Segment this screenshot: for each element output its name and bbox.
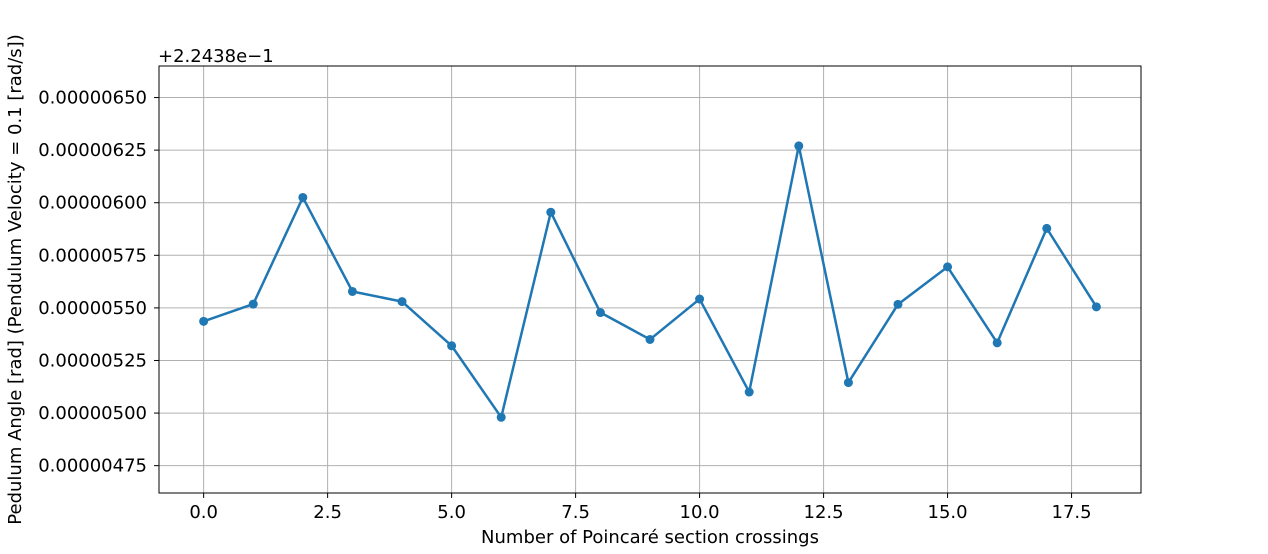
data-point — [397, 297, 407, 307]
x-axis-label: Number of Poincaré section crossings — [481, 527, 819, 548]
tick-group: 0.0 2.5 5.0 7.5 10.0 12.5 15.0 17.5 0.00000475 0.… — [38, 88, 1091, 523]
x-tick-label: 5.0 — [437, 502, 466, 523]
data-point — [695, 294, 705, 304]
data-point — [248, 299, 258, 309]
data-point — [546, 207, 556, 217]
y-offset-label: +2.2438e−1 — [158, 46, 274, 67]
data-point — [347, 286, 357, 296]
data-point — [1042, 223, 1052, 233]
x-tick-label: 12.5 — [804, 502, 844, 523]
data-point — [794, 141, 804, 151]
y-tick-label: 0.00000550 — [38, 298, 147, 319]
y-tick-label: 0.00000600 — [38, 193, 147, 214]
data-point — [298, 192, 308, 202]
data-point — [496, 412, 506, 422]
plot-frame — [158, 65, 1142, 494]
x-tick-label: 0.0 — [189, 502, 218, 523]
y-tick-label: 0.00000625 — [38, 140, 147, 161]
series-line — [203, 144, 1098, 419]
data-point — [744, 387, 754, 397]
data-point — [595, 308, 605, 318]
data-point — [893, 299, 903, 309]
x-tick-label: 2.5 — [313, 502, 342, 523]
y-tick-label: 0.00000575 — [38, 245, 147, 266]
x-tick-label: 10.0 — [680, 502, 720, 523]
series-group — [199, 141, 1101, 422]
y-tick-label: 0.00000525 — [38, 350, 147, 371]
y-tick-label: 0.00000650 — [38, 88, 147, 109]
data-point — [843, 378, 853, 388]
x-tick-label: 7.5 — [561, 502, 590, 523]
y-tick-label: 0.00000500 — [38, 403, 147, 424]
data-point — [447, 341, 457, 351]
data-point — [943, 262, 953, 272]
y-axis-label: Pedulum Angle [rad] (Pendulum Velocity =… — [5, 34, 26, 524]
data-point — [645, 334, 655, 344]
data-point — [1091, 302, 1101, 312]
grid-lines — [159, 66, 1141, 493]
data-point — [992, 338, 1002, 348]
x-tick-label: 17.5 — [1052, 502, 1092, 523]
data-point — [199, 316, 209, 326]
x-tick-label: 15.0 — [928, 502, 968, 523]
y-tick-label: 0.00000475 — [38, 456, 147, 477]
